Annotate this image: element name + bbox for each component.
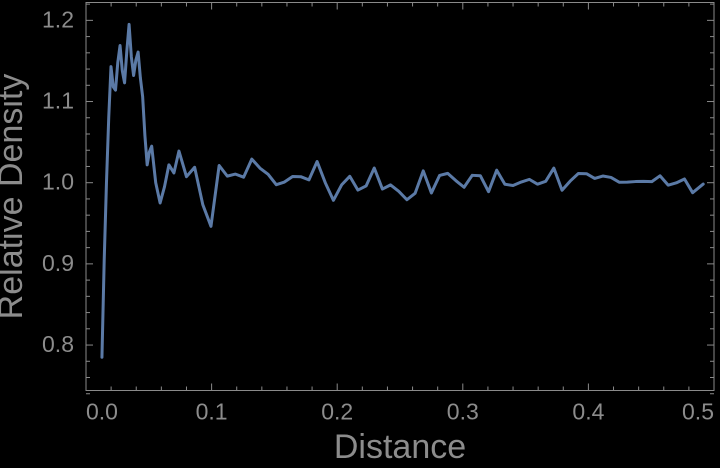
svg-text:1.0: 1.0: [42, 169, 74, 195]
svg-text:0.1: 0.1: [196, 399, 228, 425]
svg-text:0.9: 0.9: [42, 250, 74, 276]
svg-text:1.1: 1.1: [42, 88, 74, 114]
svg-text:0.3: 0.3: [447, 399, 479, 425]
svg-text:0.0: 0.0: [86, 399, 118, 425]
svg-text:0.8: 0.8: [42, 331, 74, 357]
svg-text:0.4: 0.4: [572, 399, 604, 425]
svg-text:Relative Density: Relative Density: [0, 74, 30, 320]
svg-text:0.2: 0.2: [321, 399, 353, 425]
svg-text:1.2: 1.2: [42, 6, 74, 32]
svg-text:Distance: Distance: [334, 428, 466, 466]
svg-text:0.5: 0.5: [682, 399, 714, 425]
